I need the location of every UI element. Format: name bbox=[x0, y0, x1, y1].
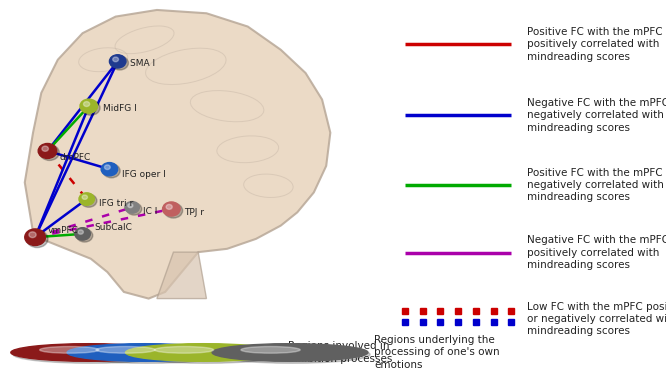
Text: Regions underlying the
processing of one's own
emotions: Regions underlying the processing of one… bbox=[374, 335, 500, 370]
Circle shape bbox=[166, 204, 172, 209]
Text: MNS: MNS bbox=[229, 348, 252, 357]
Circle shape bbox=[125, 344, 281, 361]
Circle shape bbox=[241, 346, 300, 353]
Circle shape bbox=[128, 204, 133, 208]
Text: IFG oper l: IFG oper l bbox=[122, 170, 166, 179]
Circle shape bbox=[78, 230, 83, 234]
Circle shape bbox=[82, 195, 87, 199]
Circle shape bbox=[67, 344, 223, 361]
Circle shape bbox=[25, 229, 45, 245]
Text: Positive FC with the mPFC
positively correlated with
mindreading scores: Positive FC with the mPFC positively cor… bbox=[527, 27, 663, 61]
Text: SMA l: SMA l bbox=[130, 59, 155, 68]
Circle shape bbox=[109, 55, 126, 68]
Text: Regions involved in
inhibition processes: Regions involved in inhibition processes bbox=[288, 341, 392, 364]
Circle shape bbox=[40, 145, 59, 161]
Circle shape bbox=[155, 346, 214, 353]
Circle shape bbox=[96, 346, 155, 353]
Text: SubCalC: SubCalC bbox=[95, 223, 133, 232]
Circle shape bbox=[82, 100, 100, 115]
Circle shape bbox=[38, 144, 57, 158]
Circle shape bbox=[13, 346, 169, 363]
Text: MidFG l: MidFG l bbox=[103, 104, 137, 113]
Text: dmPFC: dmPFC bbox=[59, 153, 91, 162]
Circle shape bbox=[77, 229, 93, 242]
Circle shape bbox=[27, 230, 48, 248]
Circle shape bbox=[125, 202, 139, 213]
Text: Negative FC with the mPFC
negatively correlated with
mindreading scores: Negative FC with the mPFC negatively cor… bbox=[527, 98, 666, 133]
Text: MZS: MZS bbox=[173, 348, 196, 357]
Text: Negative FC with the mPFC
positively correlated with
mindreading scores: Negative FC with the mPFC positively cor… bbox=[527, 235, 666, 270]
Circle shape bbox=[212, 344, 368, 361]
Circle shape bbox=[163, 202, 180, 216]
Circle shape bbox=[83, 101, 90, 107]
Text: IFG tri r: IFG tri r bbox=[99, 199, 133, 208]
Circle shape bbox=[105, 165, 111, 170]
Circle shape bbox=[81, 194, 97, 207]
Circle shape bbox=[214, 346, 370, 363]
Text: Low FC with the mPFC positively
or negatively correlated with
mindreading scores: Low FC with the mPFC positively or negat… bbox=[527, 302, 666, 336]
Circle shape bbox=[128, 346, 284, 363]
Text: TPJ r: TPJ r bbox=[184, 208, 204, 217]
Polygon shape bbox=[25, 10, 330, 299]
Circle shape bbox=[101, 162, 118, 176]
Circle shape bbox=[165, 203, 182, 218]
Circle shape bbox=[75, 228, 91, 240]
Circle shape bbox=[80, 99, 97, 113]
Circle shape bbox=[127, 203, 142, 215]
Text: IC l: IC l bbox=[143, 207, 158, 216]
Polygon shape bbox=[157, 252, 206, 299]
Circle shape bbox=[79, 193, 95, 205]
Circle shape bbox=[42, 146, 49, 151]
Circle shape bbox=[29, 232, 36, 238]
Circle shape bbox=[69, 346, 225, 363]
Text: Positive FC with the mPFC
negatively correlated with
mindreading scores: Positive FC with the mPFC negatively cor… bbox=[527, 167, 665, 202]
Text: vmPFC: vmPFC bbox=[48, 226, 79, 235]
Circle shape bbox=[40, 346, 99, 353]
Circle shape bbox=[11, 344, 166, 361]
Circle shape bbox=[113, 57, 119, 62]
Circle shape bbox=[111, 56, 129, 70]
Circle shape bbox=[103, 164, 120, 178]
